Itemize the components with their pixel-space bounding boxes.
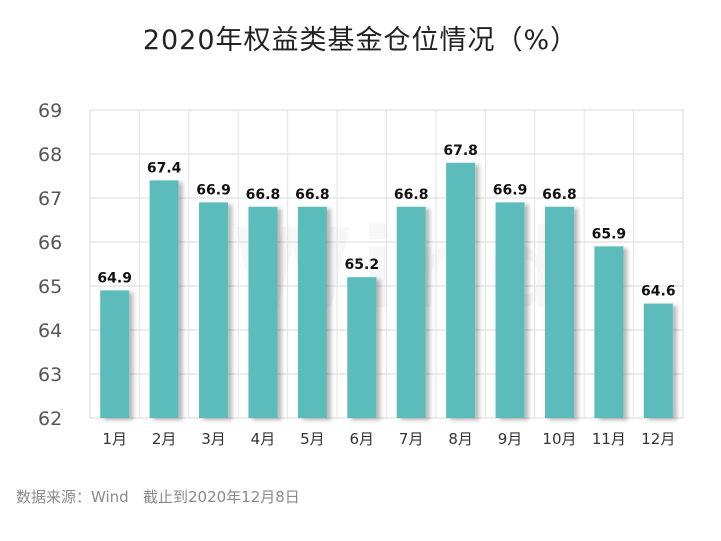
data-label: 66.8 xyxy=(394,187,429,203)
data-label: 66.8 xyxy=(246,187,281,203)
data-label: 67.4 xyxy=(147,160,182,176)
x-tick-label: 9月 xyxy=(498,430,523,448)
bar xyxy=(544,206,574,418)
x-tick-label: 5月 xyxy=(300,430,325,448)
bar xyxy=(347,277,377,418)
data-label: 64.6 xyxy=(641,284,676,300)
source-note: 数据来源：Wind 截止到2020年12月8日 xyxy=(16,488,300,506)
x-tick-label: 7月 xyxy=(399,430,424,448)
y-tick-label: 65 xyxy=(38,276,62,298)
y-tick-label: 63 xyxy=(38,364,62,386)
y-tick-label: 68 xyxy=(38,144,62,166)
x-tick-label: 10月 xyxy=(542,430,576,448)
y-tick-label: 62 xyxy=(38,408,62,430)
y-tick-label: 69 xyxy=(38,100,62,122)
data-label: 64.9 xyxy=(97,270,132,286)
bar xyxy=(446,162,476,418)
bar xyxy=(495,202,525,418)
data-label: 67.8 xyxy=(443,143,478,159)
bar xyxy=(594,246,624,418)
data-label: 65.9 xyxy=(592,226,627,242)
y-tick-label: 66 xyxy=(38,232,62,254)
data-label: 66.9 xyxy=(196,182,231,198)
bar xyxy=(297,206,327,418)
x-tick-label: 6月 xyxy=(350,430,375,448)
x-tick-label: 12月 xyxy=(641,430,675,448)
data-label: 65.2 xyxy=(345,257,380,273)
bar xyxy=(149,180,179,418)
data-label: 66.8 xyxy=(295,187,330,203)
x-tick-label: 8月 xyxy=(448,430,473,448)
bar xyxy=(396,206,426,418)
x-tick-label: 11月 xyxy=(592,430,626,448)
x-tick-label: 3月 xyxy=(201,430,226,448)
bar xyxy=(248,206,278,418)
x-tick-label: 1月 xyxy=(102,430,127,448)
y-tick-label: 64 xyxy=(38,320,62,342)
chart-title: 2020年权益类基金仓位情况（%） xyxy=(142,25,579,56)
data-label: 66.8 xyxy=(542,187,577,203)
bar xyxy=(643,303,673,418)
bar xyxy=(199,202,229,418)
data-label: 66.9 xyxy=(493,182,528,198)
bar xyxy=(100,290,130,418)
x-tick-label: 2月 xyxy=(152,430,177,448)
x-tick-label: 4月 xyxy=(251,430,276,448)
y-tick-label: 67 xyxy=(38,188,62,210)
